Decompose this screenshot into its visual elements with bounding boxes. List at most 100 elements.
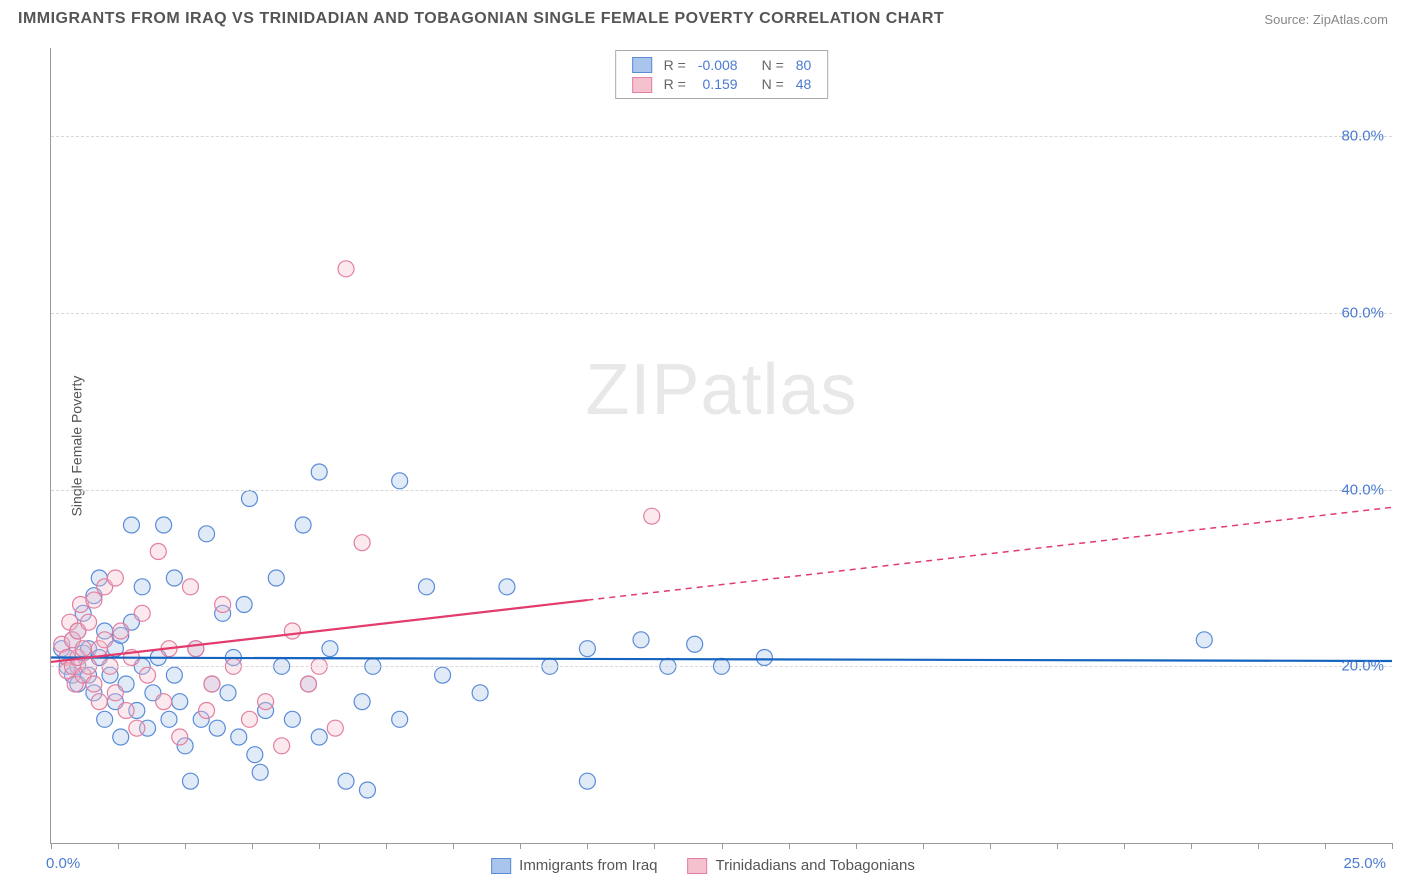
scatter-point	[231, 729, 247, 745]
scatter-point	[140, 667, 156, 683]
scatter-point	[499, 579, 515, 595]
x-tick	[185, 843, 186, 849]
scatter-point	[633, 632, 649, 648]
x-tick	[118, 843, 119, 849]
scatter-point	[107, 570, 123, 586]
scatter-point	[113, 623, 129, 639]
scatter-point	[97, 632, 113, 648]
scatter-point	[435, 667, 451, 683]
x-axis-min-label: 0.0%	[46, 855, 80, 872]
x-tick	[990, 843, 991, 849]
x-tick	[1124, 843, 1125, 849]
x-tick	[1392, 843, 1393, 849]
gridline	[51, 666, 1392, 667]
scatter-point	[1196, 632, 1212, 648]
scatter-point	[150, 544, 166, 560]
scatter-point	[172, 694, 188, 710]
scatter-point	[172, 729, 188, 745]
scatter-point	[81, 614, 97, 630]
scatter-point	[241, 711, 257, 727]
scatter-point	[118, 703, 134, 719]
scatter-point	[338, 261, 354, 277]
x-tick	[319, 843, 320, 849]
scatter-point	[418, 579, 434, 595]
y-tick-label: 40.0%	[1341, 481, 1384, 498]
scatter-point	[756, 650, 772, 666]
scatter-point	[579, 641, 595, 657]
trend-line	[51, 600, 587, 662]
scatter-point	[156, 517, 172, 533]
chart-title: IMMIGRANTS FROM IRAQ VS TRINIDADIAN AND …	[18, 10, 944, 28]
scatter-point	[354, 535, 370, 551]
x-tick	[856, 843, 857, 849]
legend-item: Trinidadians and Tobagonians	[688, 857, 915, 874]
scatter-point	[113, 729, 129, 745]
scatter-point	[188, 641, 204, 657]
scatter-point	[300, 676, 316, 692]
x-axis-max-label: 25.0%	[1343, 855, 1386, 872]
x-tick	[1057, 843, 1058, 849]
x-tick	[453, 843, 454, 849]
scatter-point	[392, 711, 408, 727]
scatter-point	[241, 491, 257, 507]
scatter-point	[274, 738, 290, 754]
scatter-point	[86, 592, 102, 608]
scatter-point	[220, 685, 236, 701]
scatter-point	[123, 517, 139, 533]
legend-swatch	[688, 858, 708, 874]
scatter-point	[86, 676, 102, 692]
scatter-point	[327, 720, 343, 736]
scatter-point	[268, 570, 284, 586]
y-tick-label: 20.0%	[1341, 658, 1384, 675]
scatter-point	[392, 473, 408, 489]
scatter-point	[166, 667, 182, 683]
scatter-point	[209, 720, 225, 736]
legend-item: Immigrants from Iraq	[491, 857, 657, 874]
scatter-point	[687, 636, 703, 652]
x-tick	[1191, 843, 1192, 849]
scatter-point	[156, 694, 172, 710]
plot-svg	[51, 48, 1392, 843]
series-legend: Immigrants from Iraq Trinidadians and Tob…	[491, 857, 915, 874]
legend-series-label: Trinidadians and Tobagonians	[716, 857, 915, 874]
y-tick-label: 80.0%	[1341, 128, 1384, 145]
x-tick	[722, 843, 723, 849]
scatter-point	[215, 597, 231, 613]
scatter-point	[166, 570, 182, 586]
scatter-point	[199, 703, 215, 719]
scatter-point	[182, 579, 198, 595]
scatter-point	[644, 508, 660, 524]
y-tick-label: 60.0%	[1341, 305, 1384, 322]
scatter-point	[75, 641, 91, 657]
scatter-point	[161, 711, 177, 727]
scatter-point	[134, 605, 150, 621]
scatter-point	[134, 579, 150, 595]
scatter-point	[236, 597, 252, 613]
source-link[interactable]: ZipAtlas.com	[1313, 12, 1388, 27]
x-tick	[1325, 843, 1326, 849]
gridline	[51, 313, 1392, 314]
scatter-point	[579, 773, 595, 789]
scatter-point	[129, 720, 145, 736]
scatter-point	[204, 676, 220, 692]
x-tick	[789, 843, 790, 849]
scatter-point	[199, 526, 215, 542]
scatter-point	[311, 729, 327, 745]
scatter-point	[258, 694, 274, 710]
scatter-point	[338, 773, 354, 789]
scatter-point	[252, 764, 268, 780]
x-tick	[386, 843, 387, 849]
scatter-point	[359, 782, 375, 798]
x-tick	[1258, 843, 1259, 849]
legend-swatch	[491, 858, 511, 874]
x-tick	[51, 843, 52, 849]
legend-series-label: Immigrants from Iraq	[519, 857, 657, 874]
x-tick	[923, 843, 924, 849]
x-tick	[587, 843, 588, 849]
gridline	[51, 490, 1392, 491]
scatter-point	[182, 773, 198, 789]
scatter-point	[247, 747, 263, 763]
scatter-point	[284, 711, 300, 727]
scatter-point	[284, 623, 300, 639]
trend-line-extrapolated	[587, 507, 1392, 600]
